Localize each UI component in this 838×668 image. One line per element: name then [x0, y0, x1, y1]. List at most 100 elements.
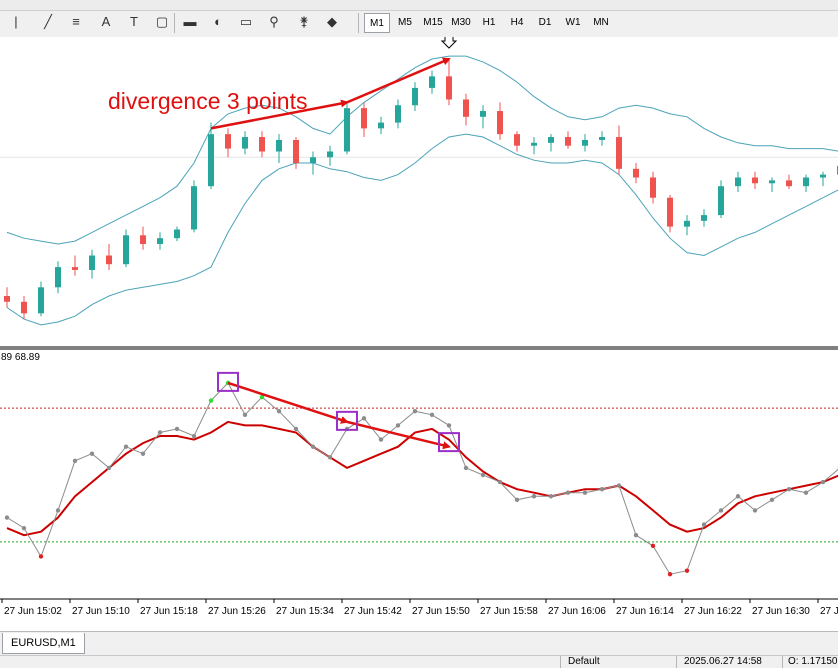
time-tick-label: 27 Jun 15:26 [208, 606, 266, 617]
indicator-point [651, 544, 655, 548]
indicator-point [447, 423, 451, 427]
indicator-point [634, 533, 638, 537]
trend-icon[interactable]: ⚲ [266, 14, 282, 30]
indicator-point [192, 434, 196, 438]
candle-body [21, 302, 27, 314]
indicator-point [481, 473, 485, 477]
time-tick-label: 27 Jun 16:38 [820, 606, 838, 617]
candle-body [310, 157, 316, 163]
arrow-icon[interactable]: ▭ [238, 14, 254, 30]
indicator-point [430, 413, 434, 417]
toolbar-top-row [0, 0, 838, 11]
indicator-point [56, 508, 60, 512]
tab-eurusd-m1[interactable]: EURUSD,M1 [2, 633, 85, 654]
candle-body [174, 230, 180, 239]
candle-body [225, 134, 231, 148]
label-icon[interactable]: ▢ [154, 14, 170, 30]
timeframe-m5[interactable]: M5 [392, 13, 418, 33]
candle-body [344, 108, 350, 151]
timeframe-d1[interactable]: D1 [532, 13, 558, 33]
candle-body [361, 108, 367, 128]
candle-body [259, 137, 265, 151]
candle-body [429, 76, 435, 88]
timeframe-h1[interactable]: H1 [476, 13, 502, 33]
text-icon[interactable]: A [98, 14, 114, 30]
indicator-point [73, 459, 77, 463]
candle-body [89, 256, 95, 270]
indicator-panel-bg [0, 351, 838, 599]
candle-body [701, 215, 707, 221]
time-tick-label: 27 Jun 16:22 [684, 606, 742, 617]
indicator-point [719, 508, 723, 512]
price-panel-bg [0, 37, 838, 347]
candle-body [820, 175, 826, 178]
indicator-point [498, 480, 502, 484]
fibonacci-icon[interactable]: ≡ [68, 14, 84, 30]
candle-body [497, 111, 503, 134]
time-tick-label: 27 Jun 15:18 [140, 606, 198, 617]
text-label-icon[interactable]: T [126, 14, 142, 30]
candle-body [395, 105, 401, 122]
candle-body [140, 235, 146, 244]
indicator-point [328, 455, 332, 459]
indicator-point [141, 452, 145, 456]
candle-body [55, 267, 61, 287]
indicator-point [158, 430, 162, 434]
indicator-point [175, 427, 179, 431]
candle-body [480, 111, 486, 117]
candle-body [752, 177, 758, 183]
indicator-point [209, 398, 213, 402]
candle-body [548, 137, 554, 143]
candle-body [633, 169, 639, 178]
candle-body [446, 76, 452, 99]
candle-body [157, 238, 163, 244]
status-separator [676, 656, 677, 668]
timeframe-w1[interactable]: W1 [560, 13, 586, 33]
timeframe-m15[interactable]: M15 [420, 13, 446, 33]
cursor-icon[interactable]: | [8, 14, 24, 30]
time-tick-label: 27 Jun 15:42 [344, 606, 402, 617]
indicator-point [685, 568, 689, 572]
candle-body [72, 267, 78, 270]
indicator-point [600, 487, 604, 491]
candle-body [667, 198, 673, 227]
candle-body [242, 137, 248, 149]
indicator-chart [0, 351, 838, 599]
timeframe-m1[interactable]: M1 [364, 13, 390, 33]
indicator-point [5, 515, 9, 519]
status-separator [560, 656, 561, 668]
candle-body [378, 123, 384, 129]
indicator-level-label: 89 68.89 [1, 352, 40, 363]
candle-body [684, 221, 690, 227]
indicator-point [549, 494, 553, 498]
candle-body [735, 177, 741, 186]
indicator-point [277, 409, 281, 413]
indicator-point [532, 494, 536, 498]
indicator-point [464, 466, 468, 470]
indicator-point [566, 491, 570, 495]
indicator-point [39, 554, 43, 558]
timeframe-m30[interactable]: M30 [448, 13, 474, 33]
timeframe-mn[interactable]: MN [588, 13, 614, 33]
line-icon[interactable]: ╱ [40, 14, 56, 30]
indicator-point [107, 466, 111, 470]
indicator-point [243, 413, 247, 417]
indicator-point [668, 572, 672, 576]
indicator-point [90, 452, 94, 456]
candle-body [463, 99, 469, 116]
status-datetime: 2025.06.27 14:58 [684, 656, 762, 668]
rectangle-icon[interactable]: ▬ [182, 14, 198, 30]
candle-body [208, 134, 214, 186]
candle-body [616, 137, 622, 169]
candle-body [514, 134, 520, 146]
candle-body [191, 186, 197, 229]
price-chart [0, 37, 838, 349]
timeframe-h4[interactable]: H4 [504, 13, 530, 33]
status-separator [782, 656, 783, 668]
fork-icon[interactable]: ⚵ [296, 14, 312, 30]
indicator-point [379, 437, 383, 441]
symbols-icon[interactable]: ◆ [324, 14, 340, 30]
shape-icon[interactable]: ◐ [210, 14, 226, 30]
indicator-point [294, 427, 298, 431]
